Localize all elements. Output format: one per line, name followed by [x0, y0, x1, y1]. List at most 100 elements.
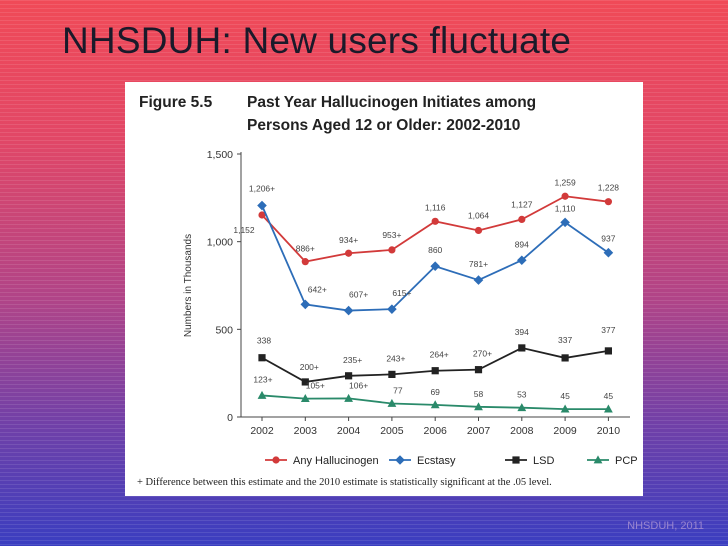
series-lsd: 338 200+ 235+ 243+ 264+ 270+ 394 337 377	[257, 325, 616, 386]
footnote: + Difference between this estimate and t…	[137, 477, 552, 488]
data-label-any-hallucinogen: 1,259	[554, 177, 576, 187]
series-pcp: 123+ 105+ 106+ 77 69 58 53 45 45	[253, 374, 614, 413]
data-point-any-hallucinogen	[431, 217, 439, 225]
data-point-pcp	[430, 400, 440, 409]
data-label-any-hallucinogen: 953+	[382, 230, 401, 240]
series-any-hallucinogen: 1,152 886+ 934+ 953+ 1,116 1,064 1,127 1,259 1,2…	[233, 177, 620, 266]
legend-item-ecstasy: Ecstasy	[389, 455, 456, 467]
data-label-lsd: 235+	[343, 355, 362, 365]
data-point-ecstasy	[560, 217, 570, 228]
data-point-ecstasy	[257, 200, 267, 211]
data-label-pcp: 106+	[349, 380, 368, 390]
data-label-any-hallucinogen: 934+	[339, 235, 358, 245]
y-tick-label: 0	[227, 412, 233, 424]
data-label-lsd: 338	[257, 336, 271, 346]
series-layer: 1,152 886+ 934+ 953+ 1,116 1,064 1,127 1,259 1,2…	[233, 177, 620, 413]
data-point-lsd	[345, 372, 353, 380]
x-tick-label: 2005	[380, 425, 404, 437]
data-point-lsd	[258, 354, 266, 362]
data-point-pcp	[604, 404, 613, 413]
data-label-ecstasy: 642+	[308, 284, 327, 294]
data-label-lsd: 270+	[473, 349, 492, 359]
legend-item-pcp: PCP	[587, 455, 638, 467]
data-point-any-hallucinogen	[345, 249, 353, 257]
data-point-ecstasy	[517, 255, 527, 266]
slide-title: NHSDUH: New users fluctuate	[62, 20, 572, 61]
data-point-any-hallucinogen	[561, 192, 569, 200]
data-label-pcp: 58	[474, 389, 484, 399]
legend-item-any-hallucinogen: Any Hallucinogen	[265, 455, 379, 467]
data-point-any-hallucinogen	[301, 258, 309, 266]
data-point-pcp	[387, 398, 397, 407]
data-label-any-hallucinogen: 886+	[296, 244, 315, 254]
data-label-pcp: 105+	[306, 381, 325, 391]
data-label-lsd: 264+	[430, 350, 449, 360]
data-label-ecstasy: 1,206+	[249, 184, 275, 194]
data-point-lsd	[388, 370, 396, 378]
y-axis-label: Numbers in Thousands	[183, 234, 194, 337]
legend-label-pcp: PCP	[615, 455, 638, 467]
data-label-any-hallucinogen: 1,064	[468, 210, 490, 220]
x-tick-label: 2008	[510, 425, 534, 437]
data-point-any-hallucinogen	[388, 246, 396, 254]
data-label-ecstasy: 615+	[392, 288, 411, 298]
chart-axes: 0 500 1,000 1,500 2002 2003 2004 2005 2006 2007 20…	[183, 149, 630, 437]
data-point-lsd	[561, 354, 569, 362]
data-point-any-hallucinogen	[604, 198, 612, 206]
series-ecstasy: 1,206+ 642+ 607+ 615+ 860 781+ 894 1,110 937	[249, 184, 616, 316]
legend-label-ecstasy: Ecstasy	[417, 455, 456, 467]
legend-marker-any-hallucinogen	[272, 456, 280, 464]
figure-label: Figure 5.5	[139, 94, 213, 111]
data-point-ecstasy	[473, 275, 484, 285]
data-point-any-hallucinogen	[258, 211, 266, 219]
data-point-any-hallucinogen	[474, 226, 483, 235]
data-point-ecstasy	[300, 299, 311, 310]
data-point-pcp	[344, 393, 353, 402]
legend-label-lsd: LSD	[533, 455, 554, 467]
data-label-any-hallucinogen: 1,127	[511, 199, 533, 209]
x-tick-label: 2009	[553, 425, 577, 437]
data-point-lsd	[301, 378, 309, 386]
data-label-lsd: 200+	[300, 362, 319, 372]
data-label-ecstasy: 607+	[349, 290, 368, 300]
legend-marker-lsd	[512, 456, 520, 464]
figure-panel: Figure 5.5 Past Year Hallucinogen Initia…	[125, 82, 643, 496]
data-point-pcp	[517, 403, 527, 412]
x-tick-label: 2006	[424, 425, 448, 437]
data-label-any-hallucinogen: 1,228	[598, 183, 620, 193]
data-point-pcp	[300, 393, 310, 402]
data-point-ecstasy	[343, 305, 354, 316]
legend-marker-ecstasy	[395, 455, 405, 465]
data-label-pcp: 123+	[253, 374, 272, 384]
data-label-ecstasy: 937	[601, 234, 615, 244]
chart-title-line2: Persons Aged 12 or Older: 2002-2010	[247, 117, 520, 134]
data-label-ecstasy: 860	[428, 245, 442, 255]
data-label-ecstasy: 1,110	[555, 203, 576, 213]
chart-legend: Any Hallucinogen Ecstasy LSD PCP	[265, 455, 638, 467]
data-label-pcp: 53	[517, 390, 527, 400]
data-point-pcp	[474, 402, 483, 411]
data-label-pcp: 45	[604, 391, 614, 401]
data-label-pcp: 69	[430, 387, 440, 397]
legend-marker-pcp	[593, 455, 603, 464]
legend-item-lsd: LSD	[505, 455, 554, 467]
chart-title-line1: Past Year Hallucinogen Initiates among	[247, 94, 536, 111]
y-tick-label: 500	[215, 324, 233, 336]
data-label-lsd: 377	[601, 325, 615, 335]
x-tick-label: 2010	[597, 425, 621, 437]
data-point-lsd	[604, 347, 612, 355]
x-tick-label: 2002	[250, 425, 274, 437]
data-point-pcp	[257, 390, 267, 399]
legend-label-any-hallucinogen: Any Hallucinogen	[293, 455, 379, 467]
data-label-lsd: 394	[515, 327, 529, 337]
data-point-pcp	[560, 404, 570, 413]
data-label-ecstasy: 894	[515, 239, 529, 249]
data-label-any-hallucinogen: 1,116	[425, 202, 446, 212]
x-tick-label: 2004	[337, 425, 361, 437]
data-point-any-hallucinogen	[518, 215, 526, 223]
data-label-lsd: 337	[558, 335, 572, 345]
data-label-any-hallucinogen: 1,152	[233, 225, 255, 235]
data-point-ecstasy	[430, 261, 440, 272]
data-point-ecstasy	[387, 304, 397, 314]
y-tick-label: 1,000	[207, 237, 233, 249]
